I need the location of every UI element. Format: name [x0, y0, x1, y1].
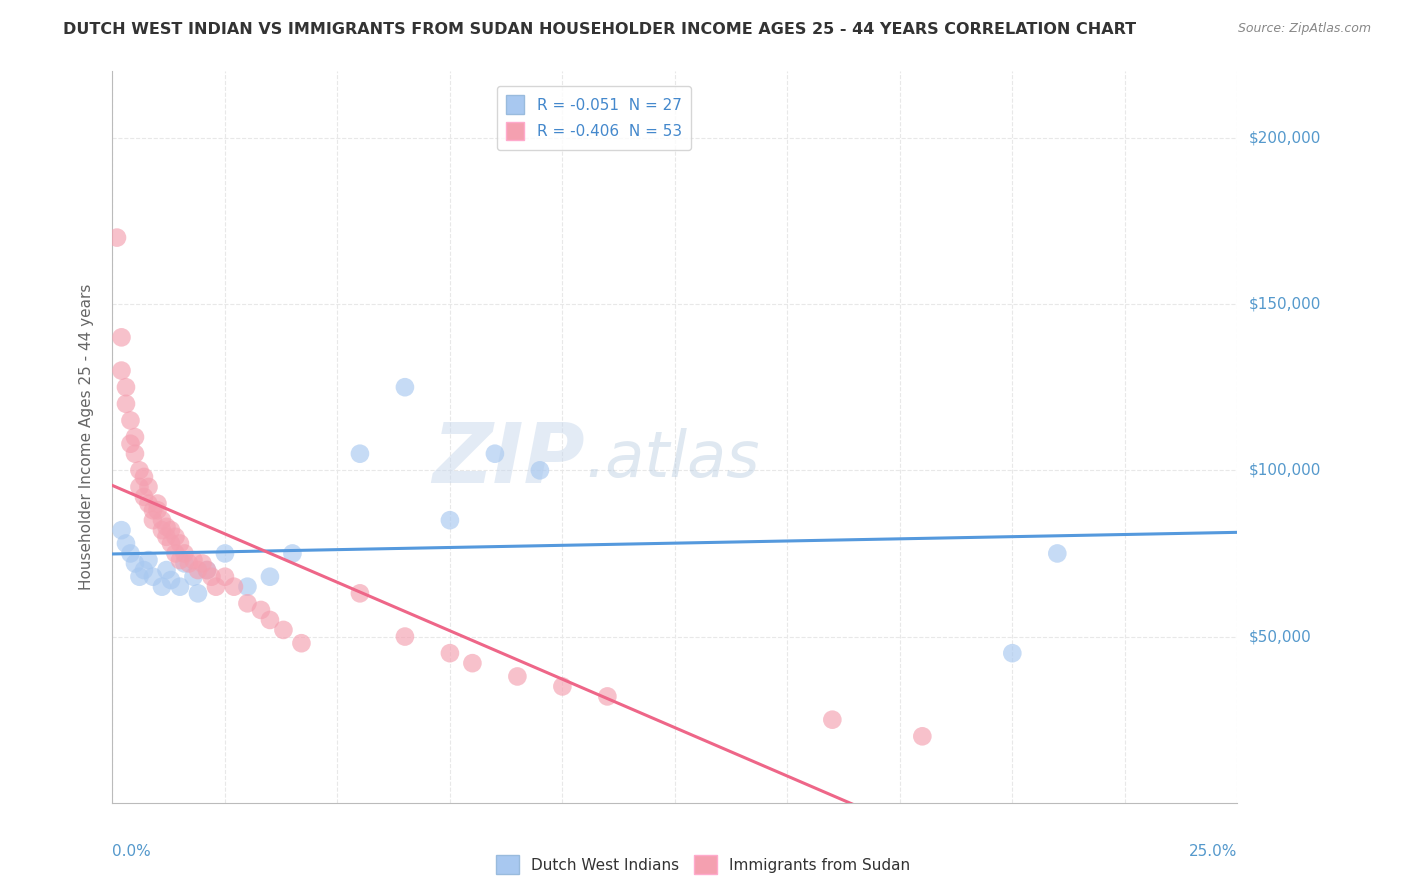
Point [821, 713, 844, 727]
Legend: R = -0.051  N = 27, R = -0.406  N = 53: R = -0.051 N = 27, R = -0.406 N = 53 [496, 87, 690, 150]
Point [128, 480, 150, 494]
Point [120, 546, 142, 560]
Point [110, 363, 132, 377]
Point [187, 586, 209, 600]
Point [142, 503, 165, 517]
Point [132, 490, 155, 504]
Point [128, 463, 150, 477]
Point [150, 523, 173, 537]
Point [349, 447, 371, 461]
Point [146, 497, 169, 511]
Point [155, 520, 177, 534]
Point [911, 729, 934, 743]
Point [155, 563, 177, 577]
Point [1046, 546, 1069, 560]
Point [138, 480, 160, 494]
Point [115, 397, 138, 411]
Point [191, 557, 214, 571]
Point [160, 573, 183, 587]
Point [169, 580, 191, 594]
Point [1001, 646, 1024, 660]
Point [124, 447, 146, 461]
Point [173, 546, 195, 560]
Text: $150,000: $150,000 [1249, 297, 1320, 311]
Point [259, 613, 281, 627]
Text: ZIP: ZIP [432, 418, 585, 500]
Text: DUTCH WEST INDIAN VS IMMIGRANTS FROM SUDAN HOUSEHOLDER INCOME AGES 25 - 44 YEARS: DUTCH WEST INDIAN VS IMMIGRANTS FROM SUD… [63, 22, 1136, 37]
Point [160, 536, 183, 550]
Point [205, 580, 228, 594]
Point [150, 513, 173, 527]
Point [115, 536, 138, 550]
Point [281, 546, 304, 560]
Point [110, 523, 132, 537]
Y-axis label: Householder Income Ages 25 - 44 years: Householder Income Ages 25 - 44 years [79, 284, 94, 591]
Point [250, 603, 273, 617]
Point [105, 230, 128, 244]
Point [142, 513, 165, 527]
Text: 0.0%: 0.0% [112, 845, 152, 860]
Point [128, 570, 150, 584]
Point [439, 646, 461, 660]
Point [110, 330, 132, 344]
Point [169, 553, 191, 567]
Point [124, 557, 146, 571]
Point [596, 690, 619, 704]
Point [259, 570, 281, 584]
Point [529, 463, 551, 477]
Point [222, 580, 245, 594]
Point [349, 586, 371, 600]
Point [290, 636, 312, 650]
Point [115, 380, 138, 394]
Point [484, 447, 506, 461]
Point [187, 563, 209, 577]
Point [200, 570, 222, 584]
Point [124, 430, 146, 444]
Point [150, 580, 173, 594]
Point [183, 553, 205, 567]
Point [165, 546, 187, 560]
Point [551, 680, 574, 694]
Point [195, 563, 218, 577]
Point [160, 523, 183, 537]
Point [120, 436, 142, 450]
Text: $100,000: $100,000 [1249, 463, 1320, 478]
Point [142, 570, 165, 584]
Point [155, 530, 177, 544]
Point [439, 513, 461, 527]
Point [506, 669, 529, 683]
Point [177, 557, 200, 571]
Point [132, 470, 155, 484]
Point [236, 596, 259, 610]
Point [214, 570, 236, 584]
Point [394, 630, 416, 644]
Point [394, 380, 416, 394]
Point [273, 623, 295, 637]
Point [169, 536, 191, 550]
Point [236, 580, 259, 594]
Text: .atlas: .atlas [585, 428, 759, 490]
Point [146, 503, 169, 517]
Point [120, 413, 142, 427]
Point [165, 530, 187, 544]
Text: 25.0%: 25.0% [1189, 845, 1237, 860]
Point [195, 563, 218, 577]
Point [183, 570, 205, 584]
Text: $200,000: $200,000 [1249, 130, 1320, 145]
Point [461, 656, 484, 670]
Legend: Dutch West Indians, Immigrants from Sudan: Dutch West Indians, Immigrants from Suda… [489, 849, 917, 880]
Point [132, 563, 155, 577]
Point [138, 497, 160, 511]
Text: $50,000: $50,000 [1249, 629, 1312, 644]
Point [173, 557, 195, 571]
Point [138, 553, 160, 567]
Point [214, 546, 236, 560]
Text: Source: ZipAtlas.com: Source: ZipAtlas.com [1237, 22, 1371, 36]
